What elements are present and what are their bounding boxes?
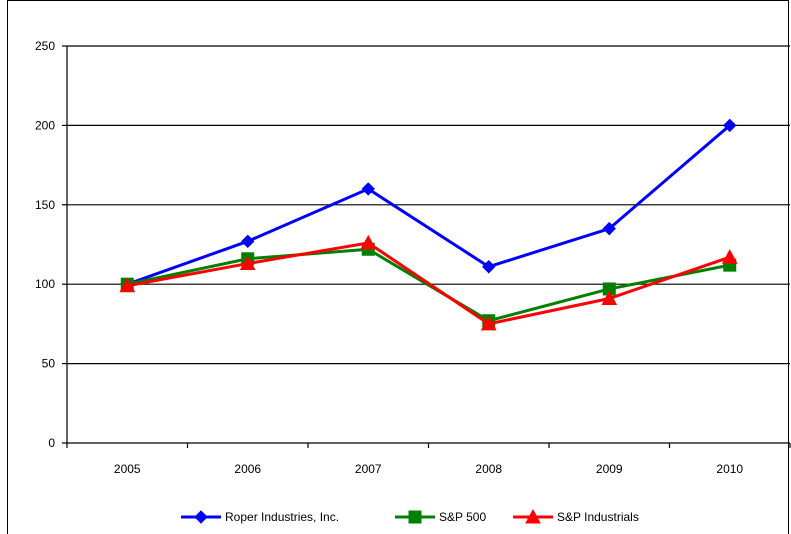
series-0-point-2008 bbox=[482, 260, 496, 274]
series-group bbox=[119, 118, 738, 331]
y-tick-label-250: 250 bbox=[35, 39, 55, 53]
axes bbox=[66, 46, 790, 444]
y-tick-label-50: 50 bbox=[42, 357, 56, 371]
series-2-point-2005 bbox=[119, 277, 136, 293]
y-axis-ticks: 0 50 100 150 200 250 bbox=[35, 39, 67, 450]
x-tick-label-2007: 2007 bbox=[355, 462, 382, 476]
legend-label-0: Roper Industries, Inc. bbox=[225, 510, 339, 524]
legend-marker-1 bbox=[408, 510, 422, 524]
series-line-0 bbox=[126, 124, 731, 286]
x-axis-ticks: 2005 2006 2007 2008 2009 2010 bbox=[66, 443, 791, 476]
series-2-point-2009 bbox=[601, 290, 618, 305]
y-tick-label-100: 100 bbox=[35, 277, 55, 291]
gridlines bbox=[67, 45, 790, 365]
series-line-2 bbox=[126, 241, 731, 326]
legend-marker-2 bbox=[525, 508, 541, 524]
x-tick-label-2006: 2006 bbox=[234, 462, 261, 476]
series-2-point-2010 bbox=[721, 249, 738, 264]
legend-label-2: S&P Industrials bbox=[557, 510, 639, 524]
y-tick-label-150: 150 bbox=[35, 198, 55, 212]
series-0-point-2010 bbox=[723, 118, 737, 133]
y-tick-label-200: 200 bbox=[35, 118, 55, 132]
series-0-point-2006 bbox=[241, 234, 255, 249]
series-2-point-2006 bbox=[239, 255, 256, 271]
x-tick-label-2010: 2010 bbox=[716, 462, 743, 476]
legend: Roper Industries, Inc. S&P 500 S&P Industr… bbox=[181, 508, 639, 524]
series-0-point-2009 bbox=[602, 221, 616, 236]
y-tick-label-0: 0 bbox=[48, 436, 55, 450]
legend-label-1: S&P 500 bbox=[439, 510, 486, 524]
x-tick-label-2009: 2009 bbox=[596, 462, 623, 476]
series-2-point-2007 bbox=[360, 234, 377, 250]
legend-marker-0 bbox=[194, 510, 208, 524]
x-tick-label-2005: 2005 bbox=[114, 462, 141, 476]
series-0-point-2007 bbox=[361, 182, 375, 196]
series-2-point-2008 bbox=[480, 315, 497, 331]
x-tick-label-2008: 2008 bbox=[475, 462, 502, 476]
